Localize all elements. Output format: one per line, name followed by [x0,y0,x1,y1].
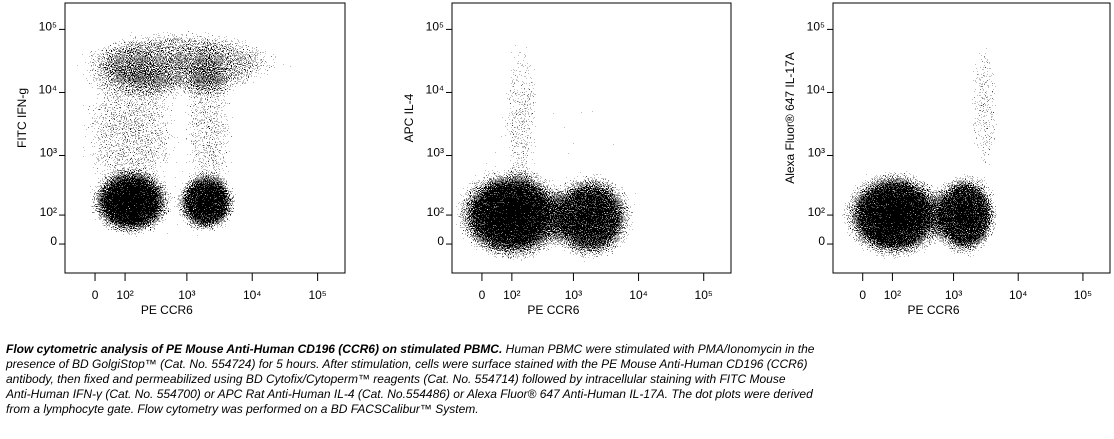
x-tick-label: 10⁵ [695,288,713,302]
y-tick-label: 10³ [808,146,825,160]
y-tick-label: 10⁴ [806,83,825,97]
caption-title: Flow cytometric analysis of PE Mouse Ant… [6,342,502,356]
x-tick-label: 10³ [565,288,582,302]
x-tick-label: 10² [503,288,520,302]
dot-layer [65,23,309,273]
y-tick-label: 10⁵ [426,20,444,34]
y-tick-label: 0 [437,234,444,248]
x-tick-label: 0 [92,288,99,302]
x-axis-label: PE CCR6 [141,303,193,317]
plot: 0 10² 10³ 10⁴ 10⁵ 0 10² 10³ 10⁴ 10⁵ PE CCR6 Alexa F… [783,2,1111,317]
x-tick-label: 10³ [178,288,195,302]
y-tick-label: 0 [50,234,57,248]
x-tick-label: 10⁴ [629,288,648,302]
caption-line: antibody, then fixed and permeabilized u… [6,372,786,386]
y-axis-label: FITC IFN-g [15,88,29,148]
plot: 0 10² 10³ 10⁴ 10⁵ 0 10² 10³ 10⁴ 10⁵ PE CCR6 FITC IF… [15,2,346,317]
y-tick-label: 10⁵ [807,20,825,34]
x-tick-label: 10² [116,288,133,302]
y-tick-label: 10⁵ [39,20,57,34]
x-tick-label: 10⁴ [243,288,262,302]
y-tick-label: 10³ [40,146,57,160]
x-tick-label: 10² [884,288,901,302]
dot-layer [834,19,1004,267]
caption-line: Flow cytometric analysis of PE Mouse Ant… [6,342,815,356]
y-tick-label: 10² [427,205,444,219]
cell-population [65,26,297,273]
cell-population [452,34,725,273]
x-tick-label: 10⁵ [1074,288,1092,302]
y-tick-label: 0 [818,234,825,248]
caption-text: Human PBMC were stimulated with PMA/Iono… [506,342,815,356]
cell-population [966,19,1003,194]
caption-line: Anti-Human IFN-γ (Cat. No. 554700) or AP… [5,387,813,401]
plot-frame [64,2,346,274]
x-tick-label: 10³ [945,288,962,302]
x-tick-label: 0 [859,288,866,302]
x-tick-label: 10⁴ [1009,288,1028,302]
plot-frame [451,2,732,274]
caption-line: presence of BD GolgiStop™ (Cat. No. 5547… [5,357,807,371]
y-tick-label: 10⁴ [425,83,444,97]
plot-frame [832,2,1111,274]
y-tick-label: 10² [40,205,57,219]
x-tick-label: 0 [479,288,486,302]
dot-layer [452,13,725,273]
x-axis-label: PE CCR6 [527,303,579,317]
x-axis-label: PE CCR6 [908,303,960,317]
caption-line: from a lymphocyte gate. Flow cytometry w… [6,402,479,416]
y-axis-label: Alexa Fluor® 647 IL-17A [783,52,797,184]
y-tick-label: 10⁴ [38,83,57,97]
plot: 0 10² 10³ 10⁴ 10⁵ 0 10² 10³ 10⁴ 10⁵ PE CCR6 APC IL-… [402,2,732,317]
cell-population [834,164,955,267]
y-axis-label: APC IL-4 [402,93,416,142]
x-tick-label: 10⁵ [308,288,326,302]
y-tick-label: 10³ [427,146,444,160]
y-tick-label: 10² [808,205,825,219]
